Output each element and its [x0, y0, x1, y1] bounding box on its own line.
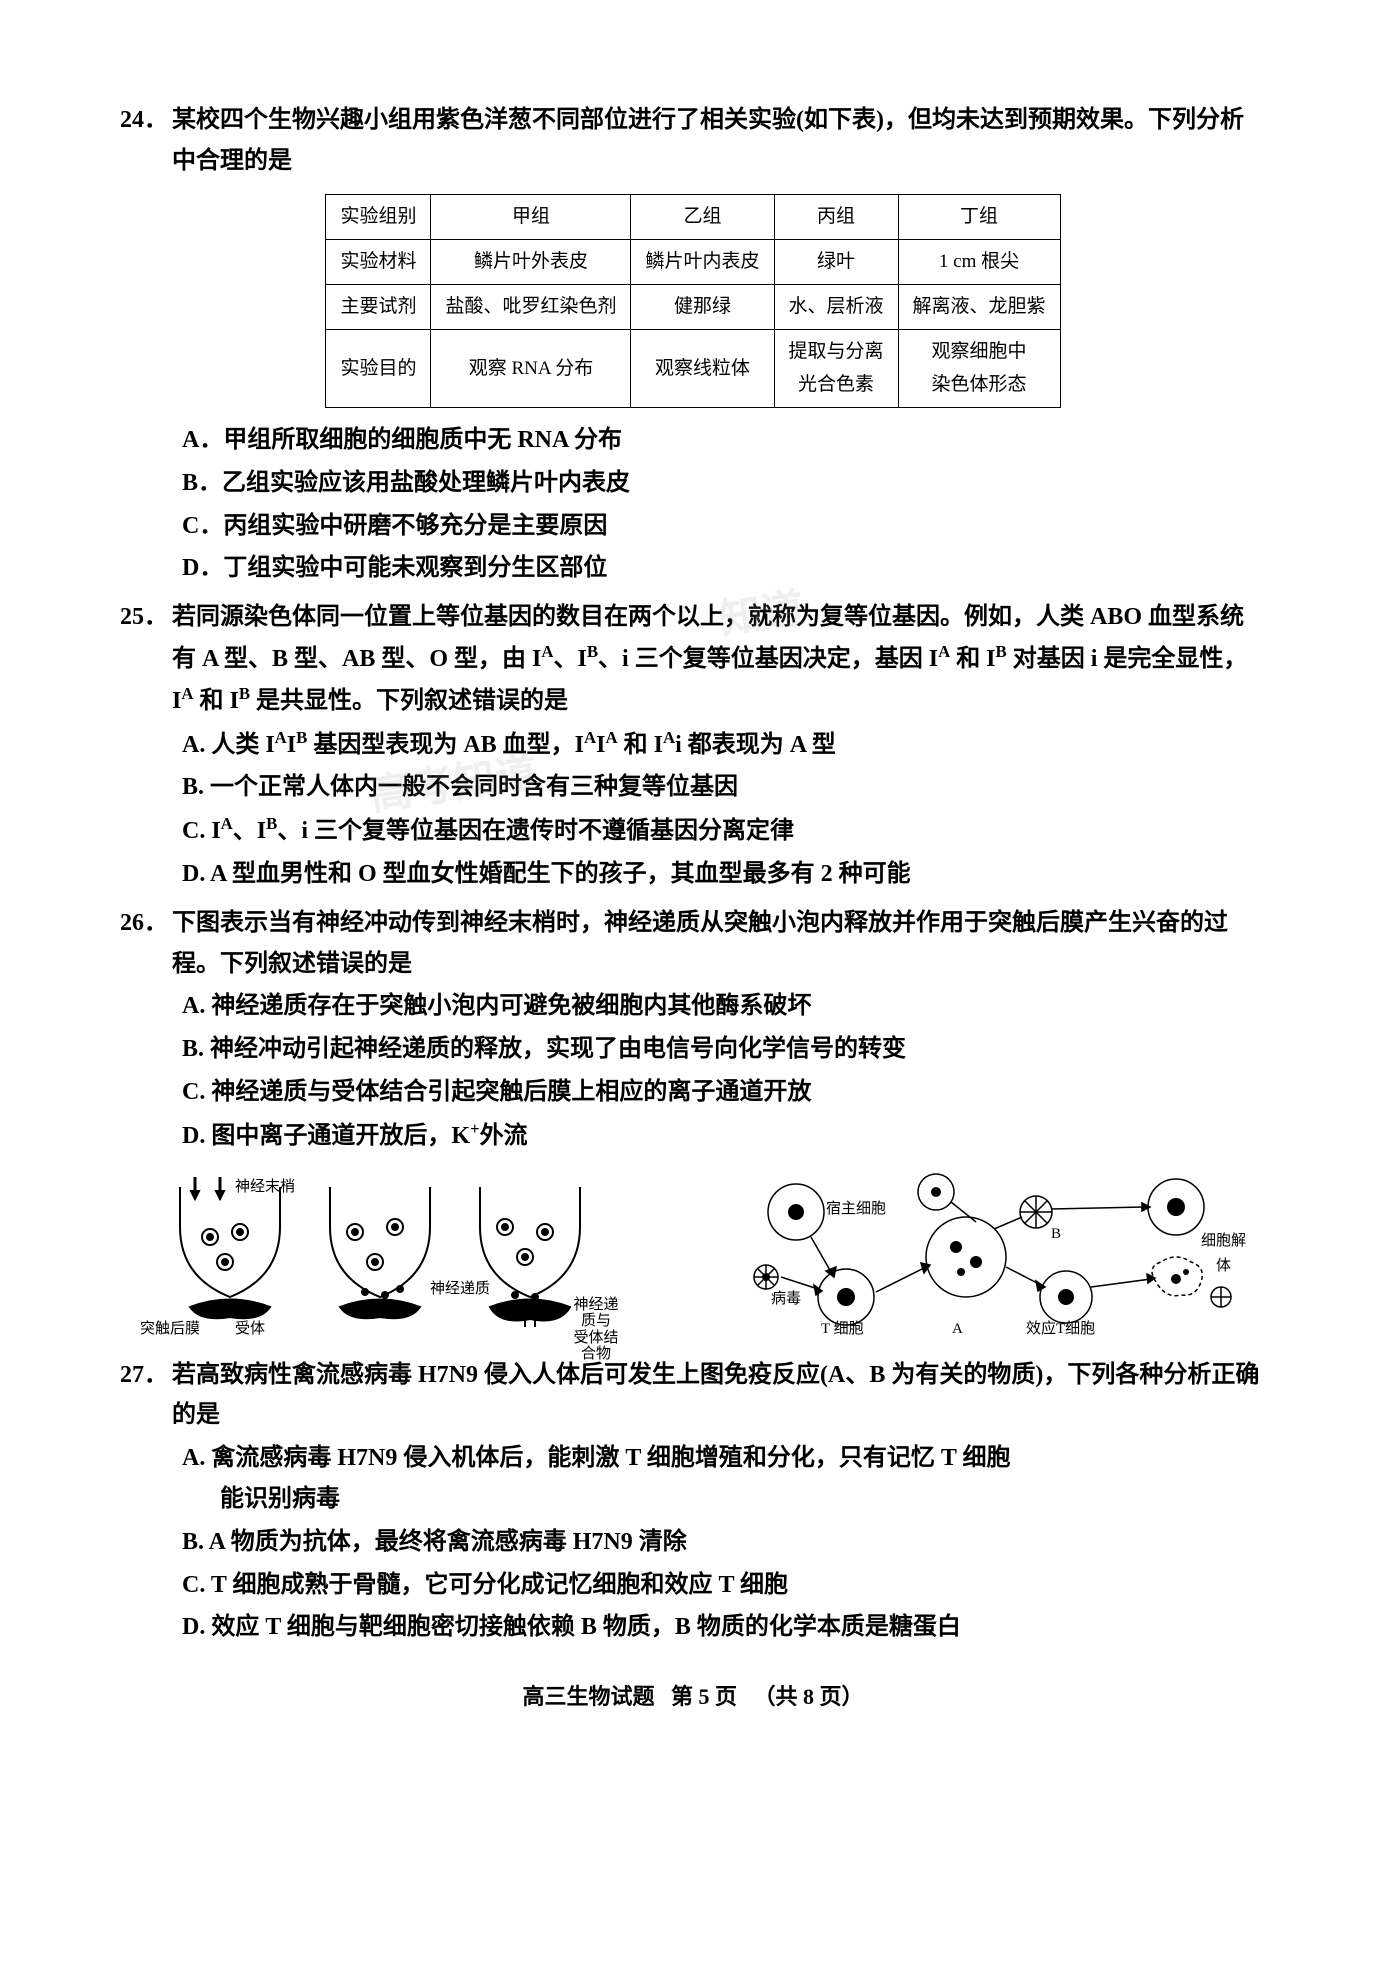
- table-cell: 鳞片叶内表皮: [631, 239, 774, 284]
- footer-page: 第 5 页: [671, 1684, 737, 1709]
- question-25: 25． 若同源染色体同一位置上等位基因的数目在两个以上，就称为复等位基因。例如，…: [120, 597, 1266, 895]
- immune-diagram-icon: [726, 1167, 1246, 1337]
- fig-label: 神经递质与 受体结合物: [572, 1297, 620, 1363]
- q25-number: 25．: [120, 597, 168, 721]
- table-row: 主要试剂 盐酸、吡罗红染色剂 健那绿 水、层析液 解离液、龙胆紫: [326, 285, 1060, 330]
- figure-row: 神经末梢 突触后膜 受体 神经递质 神经递质与 受体结合物: [120, 1167, 1266, 1337]
- table-cell: 绿叶: [774, 239, 898, 284]
- synapse-diagram-icon: [140, 1167, 620, 1337]
- table-cell: 观察线粒体: [631, 330, 774, 408]
- fig-label: B: [1051, 1222, 1061, 1248]
- q26-option-d: D. 图中离子通道开放后，K+外流: [120, 1115, 1266, 1157]
- footer-title: 高三生物试题: [522, 1684, 654, 1709]
- table-cell: 鳞片叶外表皮: [431, 239, 631, 284]
- table-cell: 健那绿: [631, 285, 774, 330]
- q25-option-d: D. A 型血男性和 O 型血女性婚配生下的孩子，其血型最多有 2 种可能: [120, 854, 1266, 895]
- q26-stem: 26． 下图表示当有神经冲动传到神经末梢时，神经递质从突触小泡内释放并作用于突触…: [120, 903, 1266, 985]
- q27-option-b: B. A 物质为抗体，最终将禽流感病毒 H7N9 清除: [120, 1522, 1266, 1563]
- table-cell: 解离液、龙胆紫: [898, 285, 1060, 330]
- table-row: 实验目的 观察 RNA 分布 观察线粒体 提取与分离 光合色素 观察细胞中 染色…: [326, 330, 1060, 408]
- q25-stem: 25． 若同源染色体同一位置上等位基因的数目在两个以上，就称为复等位基因。例如，…: [120, 597, 1266, 721]
- q24-option-c: C．丙组实验中研磨不够充分是主要原因: [120, 506, 1266, 547]
- table-cell: 丙组: [774, 194, 898, 239]
- fig-label: 细胞解体: [1201, 1229, 1246, 1280]
- q26-figure: 神经末梢 突触后膜 受体 神经递质 神经递质与 受体结合物: [140, 1167, 620, 1337]
- table-cell: 盐酸、吡罗红染色剂: [431, 285, 631, 330]
- q25-option-b: B. 一个正常人体内一般不会同时含有三种复等位基因: [120, 767, 1266, 808]
- table-cell: 观察细胞中 染色体形态: [898, 330, 1060, 408]
- q27-option-d: D. 效应 T 细胞与靶细胞密切接触依赖 B 物质，B 物质的化学本质是糖蛋白: [120, 1607, 1266, 1648]
- fig-label: 病毒: [771, 1287, 801, 1313]
- table-cell: 主要试剂: [326, 285, 431, 330]
- q27-option-a: A. 禽流感病毒 H7N9 侵入机体后，能刺激 T 细胞增殖和分化，只有记忆 T…: [120, 1438, 1266, 1479]
- question-26: 26． 下图表示当有神经冲动传到神经末梢时，神经递质从突触小泡内释放并作用于突触…: [120, 903, 1266, 1157]
- page-footer: 高三生物试题 第 5 页 （共 8 页）: [120, 1678, 1266, 1715]
- table-cell: 乙组: [631, 194, 774, 239]
- q26-option-c: C. 神经递质与受体结合引起突触后膜上相应的离子通道开放: [120, 1072, 1266, 1113]
- q27-text: 若高致病性禽流感病毒 H7N9 侵入人体后可发生上图免疫反应(A、B 为有关的物…: [172, 1355, 1266, 1437]
- footer-total: （共 8 页）: [754, 1684, 864, 1709]
- table-cell: 实验组别: [326, 194, 431, 239]
- table-cell: 水、层析液: [774, 285, 898, 330]
- table-cell: 丁组: [898, 194, 1060, 239]
- question-27: 27． 若高致病性禽流感病毒 H7N9 侵入人体后可发生上图免疫反应(A、B 为…: [120, 1355, 1266, 1649]
- q24-number: 24．: [120, 100, 168, 182]
- q24-stem: 24． 某校四个生物兴趣小组用紫色洋葱不同部位进行了相关实验(如下表)，但均未达…: [120, 100, 1266, 182]
- q24-option-b: B．乙组实验应该用盐酸处理鳞片叶内表皮: [120, 463, 1266, 504]
- q26-number: 26．: [120, 903, 168, 985]
- q27-figure: 宿主细胞 病毒 T 细胞 A 效应T细胞 B 细胞解体: [726, 1167, 1246, 1337]
- question-24: 24． 某校四个生物兴趣小组用紫色洋葱不同部位进行了相关实验(如下表)，但均未达…: [120, 100, 1266, 589]
- table-row: 实验材料 鳞片叶外表皮 鳞片叶内表皮 绿叶 1 cm 根尖: [326, 239, 1060, 284]
- fig-label: 效应T细胞: [1026, 1317, 1095, 1343]
- q27-number: 27．: [120, 1355, 168, 1437]
- fig-label: 宿主细胞: [826, 1197, 886, 1223]
- q24-option-a: A．甲组所取细胞的细胞质中无 RNA 分布: [120, 420, 1266, 461]
- fig-label: 受体: [235, 1317, 265, 1343]
- table-row: 实验组别 甲组 乙组 丙组 丁组: [326, 194, 1060, 239]
- q26-text: 下图表示当有神经冲动传到神经末梢时，神经递质从突触小泡内释放并作用于突触后膜产生…: [172, 903, 1266, 985]
- table-cell: 1 cm 根尖: [898, 239, 1060, 284]
- q26-option-b: B. 神经冲动引起神经递质的释放，实现了由电信号向化学信号的转变: [120, 1029, 1266, 1070]
- q25-option-a: A. 人类 IAIB 基因型表现为 AB 血型，IAIA 和 IAi 都表现为 …: [120, 724, 1266, 766]
- q24-text: 某校四个生物兴趣小组用紫色洋葱不同部位进行了相关实验(如下表)，但均未达到预期效…: [172, 100, 1266, 182]
- q24-option-d: D．丁组实验中可能未观察到分生区部位: [120, 548, 1266, 589]
- fig-label: T 细胞: [821, 1317, 864, 1343]
- table-cell: 甲组: [431, 194, 631, 239]
- table-cell: 提取与分离 光合色素: [774, 330, 898, 408]
- q27-option-c: C. T 细胞成熟于骨髓，它可分化成记忆细胞和效应 T 细胞: [120, 1565, 1266, 1606]
- table-cell: 实验材料: [326, 239, 431, 284]
- fig-label: 神经递质: [430, 1277, 490, 1303]
- q27-option-a-cont: 能识别病毒: [120, 1479, 1266, 1520]
- q25-text: 若同源染色体同一位置上等位基因的数目在两个以上，就称为复等位基因。例如，人类 A…: [172, 597, 1266, 721]
- fig-label: 突触后膜: [140, 1317, 200, 1343]
- table-cell: 实验目的: [326, 330, 431, 408]
- table-cell: 观察 RNA 分布: [431, 330, 631, 408]
- q26-option-a: A. 神经递质存在于突触小泡内可避免被细胞内其他酶系破坏: [120, 986, 1266, 1027]
- q25-option-c: C. IA、IB、i 三个复等位基因在遗传时不遵循基因分离定律: [120, 810, 1266, 852]
- q24-table: 实验组别 甲组 乙组 丙组 丁组 实验材料 鳞片叶外表皮 鳞片叶内表皮 绿叶 1…: [325, 194, 1060, 408]
- fig-label: A: [952, 1317, 963, 1343]
- fig-label: 神经末梢: [235, 1175, 295, 1201]
- page-container: 知道 高考知道 24． 某校四个生物兴趣小组用紫色洋葱不同部位进行了相关实验(如…: [120, 100, 1266, 1716]
- q27-stem: 27． 若高致病性禽流感病毒 H7N9 侵入人体后可发生上图免疫反应(A、B 为…: [120, 1355, 1266, 1437]
